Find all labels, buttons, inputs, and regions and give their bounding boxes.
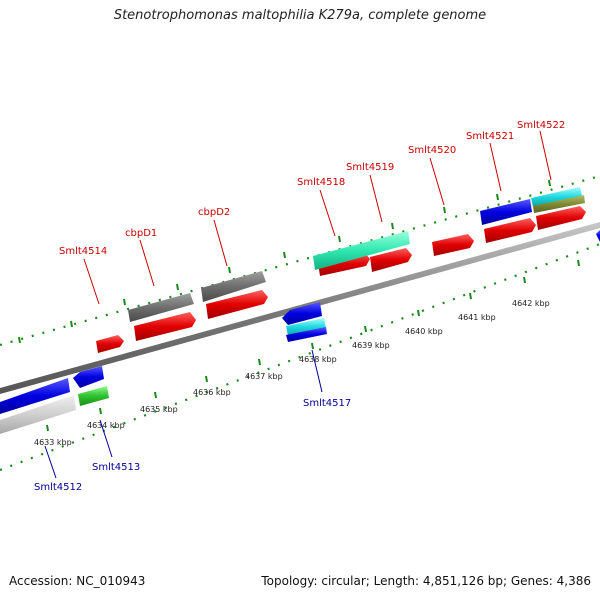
axis-label: 4641 kbp xyxy=(458,313,496,322)
gene-arrow xyxy=(78,386,109,406)
gene-arrow xyxy=(484,218,536,243)
gene-arrow xyxy=(0,395,76,434)
map-title: Stenotrophomonas maltophilia K279a, comp… xyxy=(113,8,487,23)
gene-label-reverse: Smlt4512 xyxy=(34,482,82,493)
axis-label: 4633 kbp xyxy=(34,438,72,447)
gene-arrow xyxy=(531,187,582,207)
axis-label: 4640 kbp xyxy=(405,327,443,336)
gene-label-reverse: Smlt4513 xyxy=(92,462,140,473)
gene-arrow xyxy=(480,199,532,225)
gene-arrow xyxy=(370,248,412,272)
axis-label: 4639 kbp xyxy=(352,341,390,350)
gene-label-forward: cbpD1 xyxy=(125,228,157,239)
gene-arrow xyxy=(533,195,585,213)
gene-arrow xyxy=(432,234,474,256)
gene-label-forward: Smlt4518 xyxy=(297,177,345,188)
gene-arrow xyxy=(128,293,194,322)
gene-arrow xyxy=(73,366,104,388)
gene-arrow xyxy=(206,290,268,319)
gene-arrow xyxy=(0,378,70,414)
axis-labels: 4633 kbp 4634 kbp 4635 kbp 4636 kbp 4637… xyxy=(34,299,550,447)
axis-label: 4634 kbp xyxy=(87,421,125,430)
gene-arrow xyxy=(134,312,196,341)
gene-label-forward: Smlt4514 xyxy=(59,246,107,257)
gene-arrow xyxy=(282,302,322,325)
reverse-tick-track xyxy=(0,242,600,472)
forward-gene-labels: Smlt4514 cbpD1 cbpD2 Smlt4518 Smlt4519 S… xyxy=(59,120,565,305)
gene-label-forward: Smlt4519 xyxy=(346,162,394,173)
accession-text: Accession: NC_010943 xyxy=(9,574,146,588)
axis-label: 4638 kbp xyxy=(299,355,337,364)
gene-label-reverse: Smlt4517 xyxy=(303,398,351,409)
forward-major-ticks xyxy=(18,179,551,344)
gene-arrow xyxy=(96,335,124,353)
axis-label: 4637 kbp xyxy=(245,372,283,381)
forward-genes xyxy=(96,187,600,353)
axis-label: 4636 kbp xyxy=(193,388,231,397)
reverse-gene-labels: Smlt4512 Smlt4513 Smlt4517 xyxy=(34,349,351,493)
genome-summary-text: Topology: circular; Length: 4,851,126 bp… xyxy=(261,574,591,588)
gene-arrow xyxy=(313,231,410,270)
axis-label: 4642 kbp xyxy=(512,299,550,308)
gene-arrow xyxy=(536,206,586,230)
reverse-genes xyxy=(0,302,327,434)
gene-label-forward: Smlt4520 xyxy=(408,145,456,156)
reverse-major-ticks xyxy=(46,259,580,432)
gene-label-forward: cbpD2 xyxy=(198,207,230,218)
gene-arrow xyxy=(286,318,326,336)
axis-label: 4635 kbp xyxy=(140,405,178,414)
gene-arrow xyxy=(596,230,600,242)
gene-arrow xyxy=(286,327,327,342)
gene-arrow xyxy=(201,271,266,302)
gene-label-forward: Smlt4521 xyxy=(466,131,514,142)
gene-label-forward: Smlt4522 xyxy=(517,120,565,131)
